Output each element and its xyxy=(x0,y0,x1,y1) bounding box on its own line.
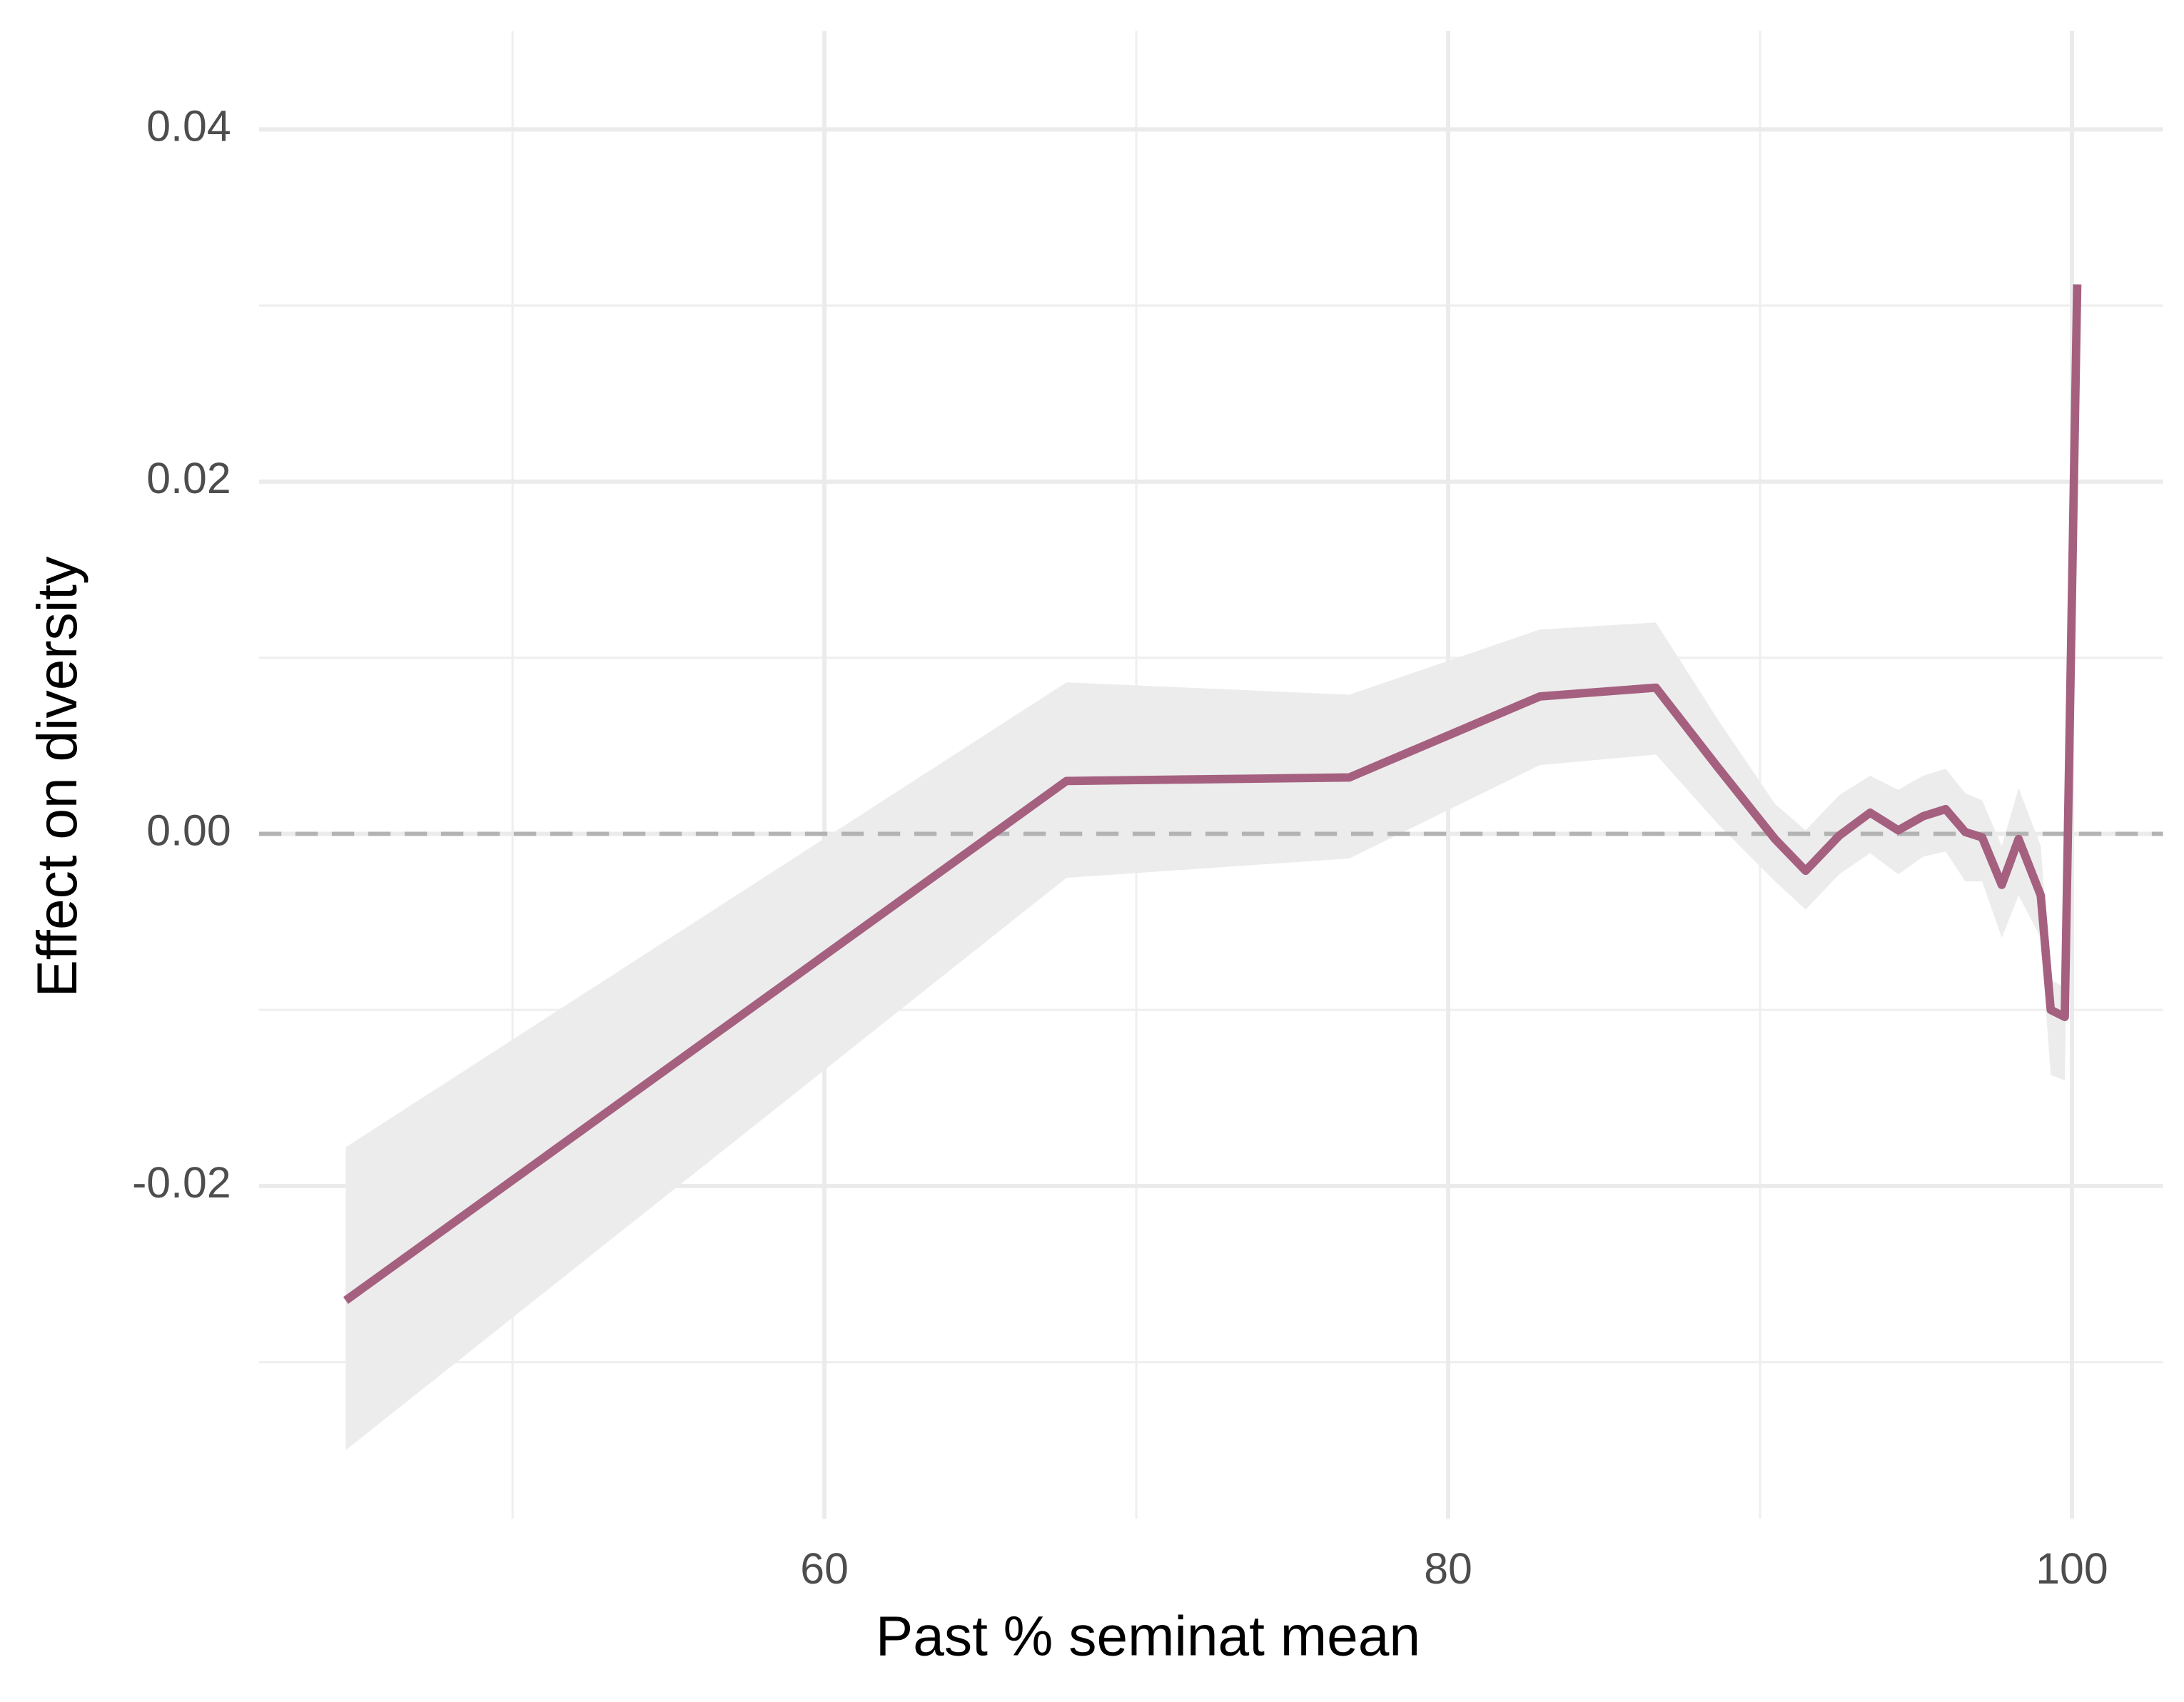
plot-area xyxy=(258,279,2163,1451)
y-tick-label: -0.02 xyxy=(132,1158,231,1207)
confidence-band xyxy=(345,279,2078,1451)
line xyxy=(343,284,2082,1305)
y-axis-title: Effect on diversity xyxy=(26,556,89,998)
y-tick-label: 0.04 xyxy=(146,101,231,150)
y-tick-label: 0.00 xyxy=(146,806,231,854)
x-tick-label: 100 xyxy=(2036,1544,2108,1593)
x-tick-label: 80 xyxy=(1424,1544,1472,1593)
y-tick-label: 0.02 xyxy=(146,454,231,502)
x-tick-label: 60 xyxy=(800,1544,849,1593)
x-axis-title: Past % seminat mean xyxy=(876,1605,1420,1668)
